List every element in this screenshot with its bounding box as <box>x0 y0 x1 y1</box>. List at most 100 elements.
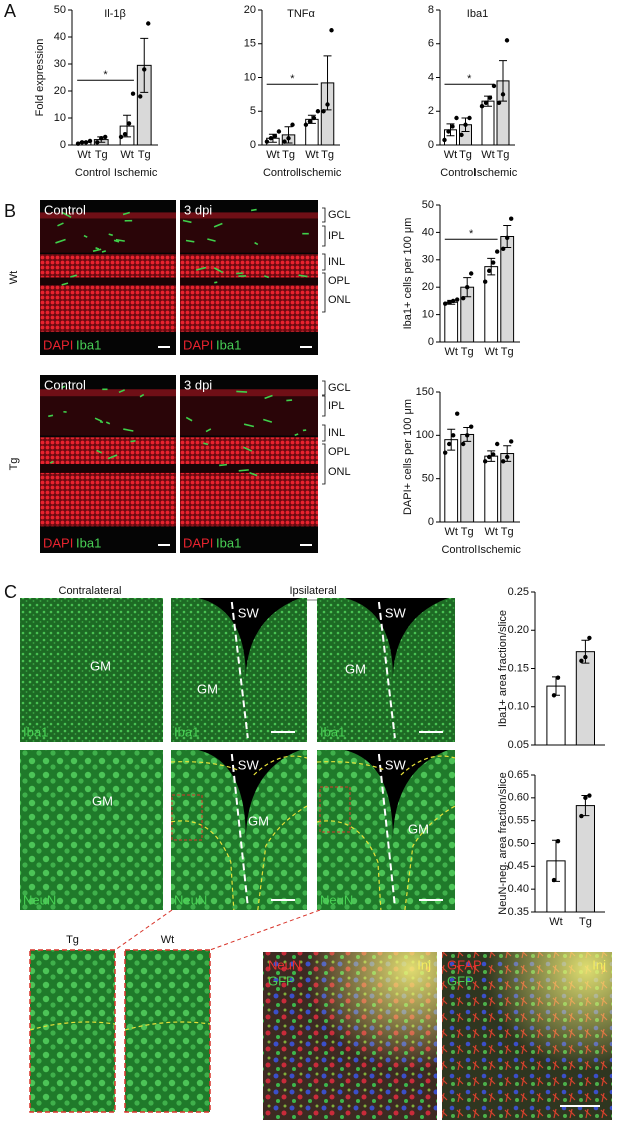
y-tick-label: 5 <box>250 105 256 117</box>
y-tick-label: 6 <box>428 38 434 50</box>
y-tick-label: 50 <box>54 4 66 16</box>
label: Contralateral <box>59 585 122 597</box>
wound-label: SW <box>385 605 407 620</box>
layer-label: ONL <box>328 466 351 478</box>
iba1-cell <box>49 460 54 464</box>
gm-boundary <box>170 755 308 911</box>
error-bar <box>487 257 496 276</box>
data-point <box>509 216 514 221</box>
x-tick-label: Wt <box>481 149 494 161</box>
stab-wound <box>344 598 449 678</box>
x-tick-label: Tg <box>579 916 592 928</box>
data-point <box>138 94 143 99</box>
iba1-cell <box>185 416 193 422</box>
data-point <box>551 693 557 698</box>
iba1-cell <box>182 219 192 224</box>
group-label: Ischemic <box>474 167 518 179</box>
x-tick-label: Wt <box>484 526 497 538</box>
data-point <box>487 95 493 100</box>
data-point <box>467 115 472 121</box>
iba1-cell <box>298 274 308 278</box>
data-point <box>465 285 470 290</box>
data-point <box>461 441 466 447</box>
iba1-cell <box>108 233 113 237</box>
stab-wound <box>198 598 301 678</box>
data-point <box>442 137 447 143</box>
chart-title: Il-1β <box>104 8 126 20</box>
y-tick-label: 50 <box>422 199 434 211</box>
iba1-cell <box>123 428 134 432</box>
iba1-cell <box>61 211 72 219</box>
y-tick-label: 0.25 <box>508 586 529 598</box>
data-point <box>118 134 124 140</box>
iba1-cell <box>243 423 255 428</box>
stain-label: Iba1 <box>76 535 101 550</box>
layer-label: OPL <box>328 275 350 287</box>
bar <box>500 453 515 523</box>
iba1-cell <box>83 234 88 238</box>
region-label: GM <box>248 813 269 828</box>
iba1-cell <box>70 274 78 278</box>
y-tick-label: 20 <box>422 281 434 293</box>
y-tick-label: 0.15 <box>508 662 529 674</box>
data-point <box>122 132 128 137</box>
iba1-cell <box>196 266 207 271</box>
iba1-cell <box>124 219 133 222</box>
data-point <box>303 122 309 127</box>
y-tick-label: 30 <box>422 254 434 266</box>
data-point <box>469 271 474 276</box>
wound-label: SW <box>238 605 260 620</box>
data-point <box>83 140 89 145</box>
stain-label: Iba1 <box>216 535 241 550</box>
data-point <box>455 297 460 302</box>
x-tick-label: Wt <box>549 916 562 928</box>
stain-label: GFP <box>268 973 295 988</box>
data-point <box>450 124 455 129</box>
y-tick-label: 4 <box>428 71 434 83</box>
data-point <box>587 793 592 798</box>
inset-box <box>171 794 203 841</box>
image-label: Control <box>44 377 86 392</box>
iba1-cell <box>61 282 69 286</box>
y-tick-label: 15 <box>244 38 256 50</box>
y-tick-label: 0 <box>428 516 434 528</box>
data-point <box>461 295 466 301</box>
data-point <box>495 249 500 254</box>
stain-label: GFAP <box>447 957 482 972</box>
bar <box>575 805 595 913</box>
group-label: Ischemic <box>298 167 342 179</box>
x-tick-label: Wt <box>77 149 90 161</box>
micrograph <box>20 750 163 910</box>
y-tick-label: 0.50 <box>508 837 529 849</box>
x-tick-label: Wt <box>484 346 497 358</box>
data-point <box>491 452 496 457</box>
data-point <box>130 91 136 96</box>
panel-letter: B <box>4 201 16 221</box>
y-tick-label: 8 <box>428 4 434 16</box>
layer-ipl <box>180 396 318 436</box>
data-point <box>447 300 452 305</box>
data-point <box>75 141 81 146</box>
data-point <box>463 122 468 127</box>
stab-wound <box>344 750 449 838</box>
data-point <box>505 235 510 241</box>
site-label: Inj <box>592 957 606 972</box>
data-point <box>325 102 330 107</box>
data-point <box>491 260 496 265</box>
x-tick-label: Tg <box>459 149 472 161</box>
data-point <box>483 100 489 106</box>
stain-label: DAPI <box>183 337 213 352</box>
stab-wound <box>198 750 301 838</box>
data-point <box>501 459 506 464</box>
iba1-cell <box>214 281 218 284</box>
gm-boundary <box>124 1021 211 1031</box>
iba1-cell <box>61 385 66 389</box>
iba1-cell <box>203 442 209 446</box>
iba1-cell <box>219 463 228 467</box>
data-point <box>469 424 474 429</box>
image-label: Control <box>44 202 86 217</box>
gm-boundary <box>29 1021 116 1031</box>
stain-label: NeuN <box>23 892 56 907</box>
significance-label: * <box>290 73 295 85</box>
data-point <box>587 635 592 641</box>
